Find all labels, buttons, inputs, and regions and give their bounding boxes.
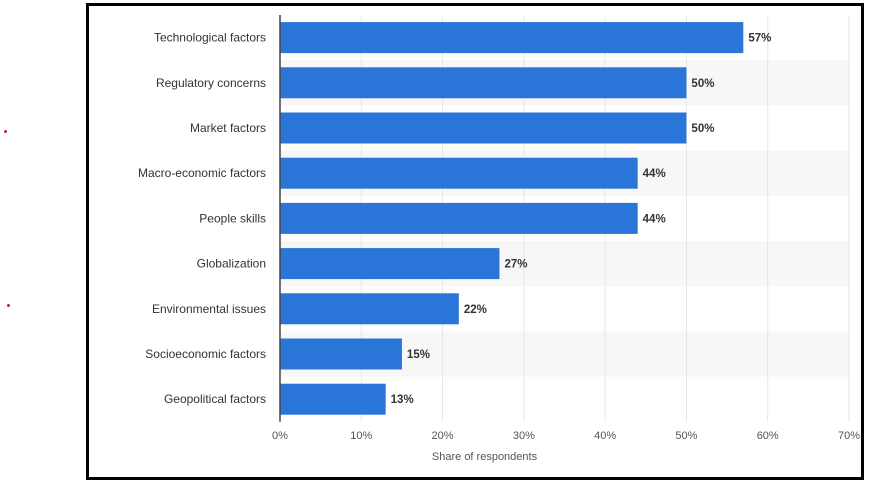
data-label: 50%	[691, 78, 714, 90]
data-labels: 57% 50% 50% 44% 44% 27% 22% 15% 13%	[391, 33, 772, 407]
x-axis-title: Share of respondents	[432, 451, 538, 463]
data-label: 22%	[464, 304, 487, 316]
data-label: 44%	[643, 168, 666, 180]
x-axis-ticks: 0% 10% 20% 30% 40% 50% 60% 70%	[272, 430, 860, 442]
bar[interactable]	[280, 248, 500, 280]
x-tick-label: 30%	[513, 430, 535, 442]
bar[interactable]	[280, 112, 687, 144]
chart-frame: Technological factors Regulatory concerns…	[86, 3, 864, 480]
category-labels: Technological factors Regulatory concerns…	[138, 31, 266, 407]
x-tick-label: 70%	[838, 430, 860, 442]
bar-chart: Technological factors Regulatory concerns…	[138, 15, 860, 463]
x-tick-label: 10%	[350, 430, 372, 442]
category-label: Market factors	[190, 121, 266, 135]
bar[interactable]	[280, 383, 386, 415]
category-label: Technological factors	[154, 31, 266, 45]
data-label: 44%	[643, 213, 666, 225]
bar[interactable]	[280, 157, 638, 189]
bar[interactable]	[280, 67, 687, 99]
bar[interactable]	[280, 293, 459, 325]
data-label: 50%	[691, 123, 714, 135]
category-label: Geopolitical factors	[164, 392, 266, 406]
bars	[280, 22, 744, 415]
bar[interactable]	[280, 202, 638, 234]
category-label: Globalization	[197, 257, 266, 271]
x-tick-label: 60%	[757, 430, 779, 442]
red-dot-marker	[4, 130, 7, 133]
data-label: 13%	[391, 394, 414, 406]
x-tick-label: 0%	[272, 430, 288, 442]
category-label: Environmental issues	[152, 302, 266, 316]
data-label: 57%	[748, 33, 771, 45]
category-label: Regulatory concerns	[156, 76, 266, 90]
x-tick-label: 40%	[594, 430, 616, 442]
bar[interactable]	[280, 338, 402, 370]
data-label: 27%	[504, 259, 527, 271]
category-label: Socioeconomic factors	[145, 347, 266, 361]
category-label: Macro-economic factors	[138, 166, 266, 180]
bar[interactable]	[280, 22, 744, 54]
red-dot-marker	[7, 304, 10, 307]
category-label: People skills	[199, 211, 266, 225]
x-tick-label: 50%	[675, 430, 697, 442]
x-tick-label: 20%	[432, 430, 454, 442]
data-label: 15%	[407, 349, 430, 361]
